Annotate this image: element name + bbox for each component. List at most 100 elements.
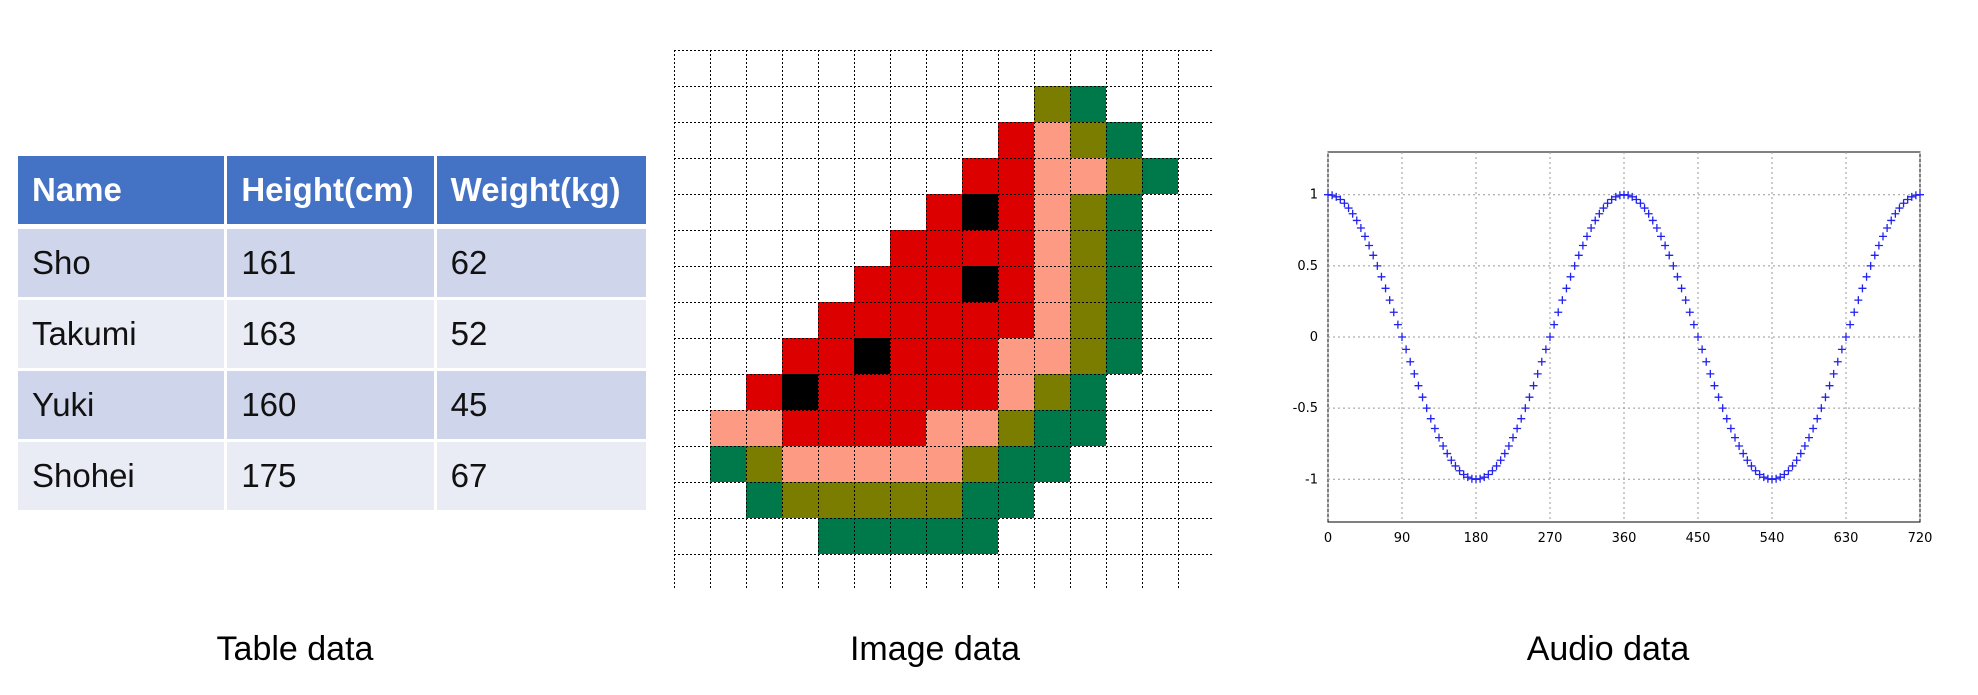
data-point [1776, 473, 1785, 482]
pixel-cell [1034, 194, 1070, 230]
data-point [1443, 449, 1452, 458]
pixel-cell [962, 482, 998, 518]
pixel-cell [890, 266, 926, 302]
pixel-cell [710, 410, 746, 446]
data-point [1636, 199, 1645, 208]
data-point [1373, 261, 1382, 270]
data-point [1759, 473, 1768, 482]
data-point [1632, 195, 1641, 204]
data-point [1854, 296, 1863, 305]
data-point [1792, 456, 1801, 465]
data-point [1496, 456, 1505, 465]
pixel-cell [890, 230, 926, 266]
pixel-cell [854, 518, 890, 554]
pixel-cell [926, 518, 962, 554]
data-point [1809, 424, 1818, 433]
pixel-cell [818, 446, 854, 482]
pixel-cell [1034, 266, 1070, 302]
pixel-cell [962, 446, 998, 482]
data-point [1521, 404, 1530, 413]
data-point [1595, 209, 1604, 218]
data-point [1381, 284, 1390, 293]
pixel-cell [1070, 122, 1106, 158]
data-point [1731, 433, 1739, 442]
pixel-cell [1106, 302, 1142, 338]
pixel-cell [746, 374, 782, 410]
data-point [1661, 241, 1670, 250]
data-point [1398, 333, 1406, 341]
pixel-cell [890, 302, 926, 338]
data-point [1558, 296, 1567, 305]
cell-weight: 45 [436, 371, 646, 442]
pixel-cell [782, 338, 818, 374]
data-point [1554, 308, 1563, 317]
x-tick-label: 720 [1908, 531, 1933, 546]
data-point [1833, 357, 1842, 366]
pixel-cell [1034, 374, 1070, 410]
pixel-cell [1070, 338, 1106, 374]
data-point [1706, 369, 1715, 378]
pixel-cell [998, 266, 1034, 302]
data-point [1578, 241, 1587, 250]
pixel-cell [854, 338, 890, 374]
data-point [1361, 232, 1369, 241]
pixel-image [674, 50, 1214, 590]
pixel-cell [1034, 86, 1070, 122]
pixel-cell [1106, 158, 1142, 194]
data-point [1916, 190, 1924, 199]
pixel-cell [1034, 338, 1070, 374]
data-point [1599, 204, 1608, 213]
pixel-cell [1142, 158, 1178, 194]
data-point [1529, 381, 1538, 390]
data-point [1422, 404, 1431, 413]
data-point [1562, 284, 1571, 293]
data-point [1385, 296, 1394, 305]
data-point [1591, 216, 1600, 225]
data-point [1681, 296, 1690, 305]
data-point [1837, 345, 1846, 354]
data-point [1566, 272, 1575, 281]
table-row: Takumi 163 52 [18, 300, 646, 371]
data-point [1817, 404, 1826, 413]
data-point [1328, 191, 1337, 200]
data-point [1652, 223, 1661, 232]
cell-weight: 62 [436, 229, 646, 300]
data-point [1550, 320, 1559, 329]
pixel-cell [962, 410, 998, 446]
data-point [1480, 473, 1489, 482]
pixel-cell [926, 302, 962, 338]
cell-name: Yuki [18, 371, 228, 442]
pixel-cell [926, 482, 962, 518]
pixel-cell [1034, 230, 1070, 266]
data-point [1870, 251, 1879, 260]
data-point [1743, 456, 1752, 465]
pixel-cell [818, 482, 854, 518]
cell-name: Sho [18, 229, 228, 300]
pixel-cell [1070, 410, 1106, 446]
y-tick-label: 0 [1310, 330, 1318, 345]
data-point [1673, 272, 1682, 281]
x-tick-label: 540 [1760, 531, 1785, 546]
y-tick-label: 0.5 [1297, 259, 1318, 274]
pixel-cell [1106, 194, 1142, 230]
data-point [1665, 251, 1674, 260]
y-tick-label: -0.5 [1293, 401, 1318, 416]
table-row: Shohei 175 67 [18, 442, 646, 513]
pixel-cell [962, 374, 998, 410]
cell-height: 160 [227, 371, 437, 442]
pixel-cell [1106, 122, 1142, 158]
data-point [1455, 466, 1464, 475]
pixel-cell [710, 446, 746, 482]
data-point [1410, 369, 1419, 378]
x-tick-label: 180 [1464, 531, 1489, 546]
data-point [1772, 474, 1781, 483]
data-point [1525, 393, 1534, 402]
data-point [1899, 199, 1908, 208]
data-point [1862, 272, 1871, 281]
pixel-cell [962, 266, 998, 302]
y-tick-label: -1 [1305, 472, 1318, 487]
pixel-cell [962, 194, 998, 230]
data-point [1702, 357, 1711, 366]
data-point [1624, 191, 1633, 200]
table-row: Sho 161 62 [18, 229, 646, 300]
